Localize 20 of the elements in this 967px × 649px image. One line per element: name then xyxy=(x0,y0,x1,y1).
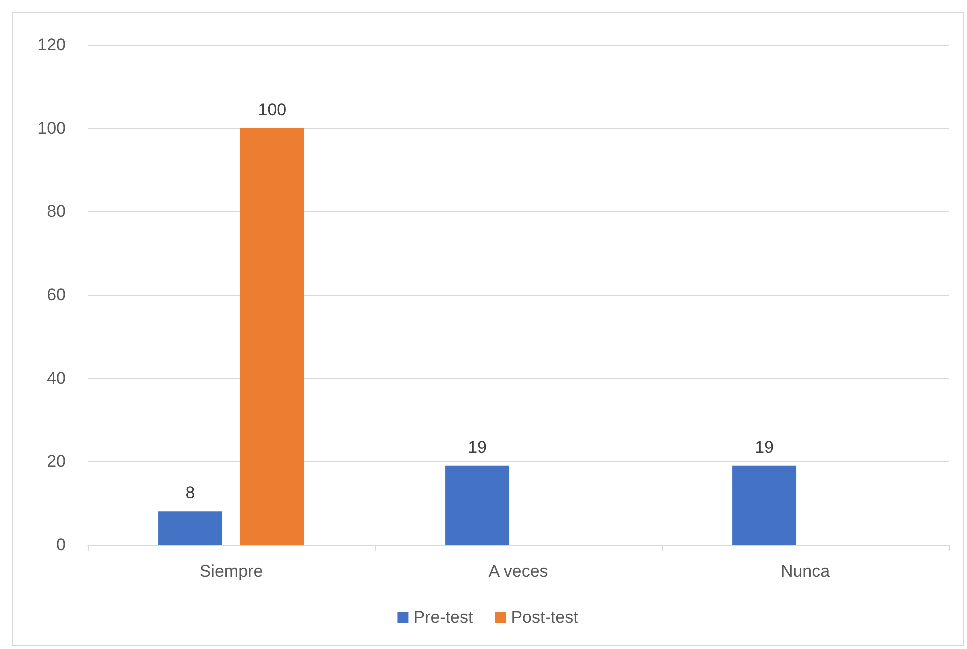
y-tick-label: 20 xyxy=(47,452,66,472)
bar xyxy=(732,466,797,545)
y-tick-label: 100 xyxy=(38,118,66,138)
bar xyxy=(158,512,223,545)
x-tick-label: Siempre xyxy=(200,562,264,581)
y-tick-label: 120 xyxy=(38,36,66,54)
data-label: 19 xyxy=(755,438,774,457)
legend-label: Pre-test xyxy=(414,608,474,627)
y-tick-label: 80 xyxy=(47,202,66,222)
data-label: 8 xyxy=(186,484,196,503)
y-tick-label: 60 xyxy=(47,286,66,304)
bar xyxy=(240,128,304,545)
y-tick-label: 0 xyxy=(56,536,66,554)
legend-label: Post-test xyxy=(511,608,579,627)
y-tick-label: 40 xyxy=(47,368,66,388)
x-tick-label: A veces xyxy=(488,562,548,581)
data-label: 100 xyxy=(258,100,287,120)
bar xyxy=(446,466,510,545)
x-tick-label: Nunca xyxy=(780,562,831,581)
data-label: 19 xyxy=(468,438,487,457)
